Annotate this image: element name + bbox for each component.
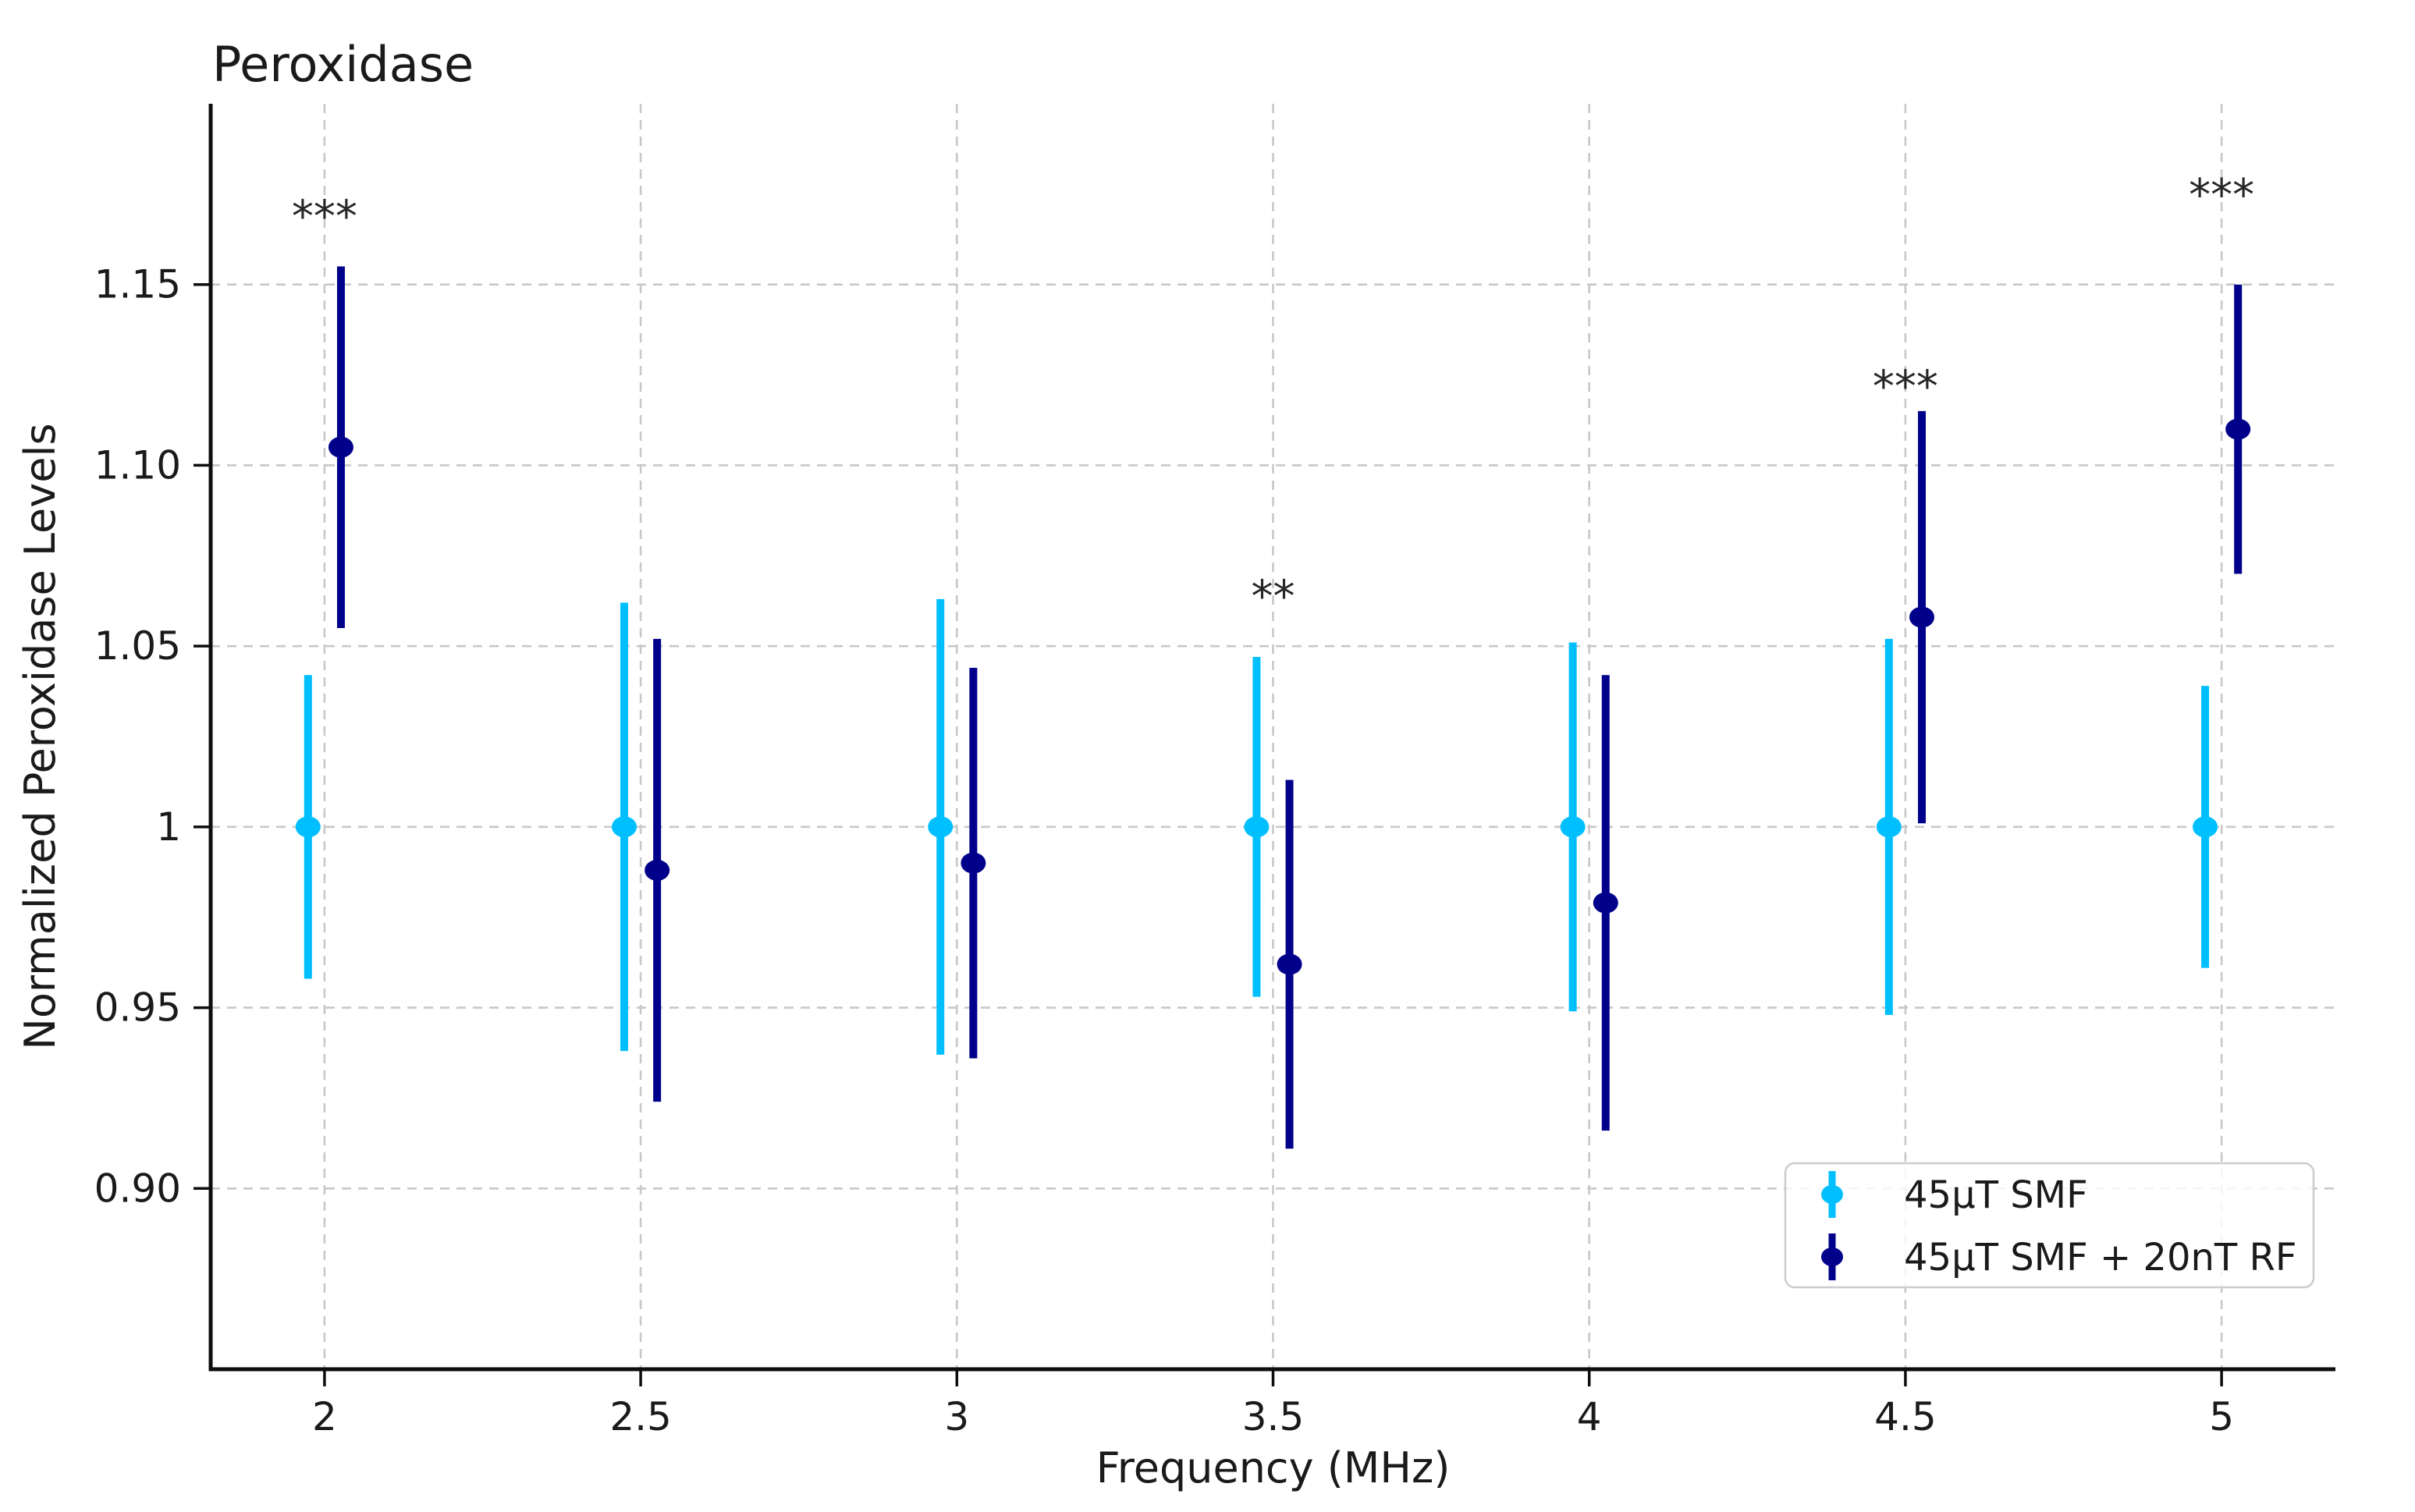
tick-marks (194, 282, 2223, 1386)
data-point-4 (1593, 892, 1618, 914)
series-smf (295, 598, 2218, 1055)
legend-marker-smf (1821, 1171, 1843, 1218)
xtick-label-2.5: 2.5 (609, 1394, 672, 1439)
ytick-label-0.90: 0.90 (94, 1166, 181, 1211)
data-point-4.5 (1909, 606, 1934, 628)
xtick-label-5: 5 (2209, 1394, 2234, 1439)
significance-marker-4.5mhz: *** (1873, 361, 1938, 412)
data-point-5 (2225, 418, 2251, 440)
data-point-2.5 (645, 859, 670, 881)
data-point-3 (961, 852, 986, 874)
legend-label-smf-rf: 45µT SMF + 20nT RF (1904, 1236, 2296, 1280)
legend-box (1784, 1162, 2315, 1289)
xtick-label-2: 2 (312, 1394, 337, 1439)
legend-label-smf: 45µT SMF (1904, 1173, 2088, 1217)
data-point-2.5 (612, 816, 637, 838)
data-point-3 (928, 816, 954, 838)
legend-dot (1821, 1185, 1843, 1204)
y-axis-label: Normalized Peroxidase Levels (16, 423, 65, 1049)
data-point-4 (1560, 816, 1586, 838)
xtick-label-4: 4 (1577, 1394, 1602, 1439)
legend-marker-smf-rf (1821, 1233, 1843, 1280)
legend-dot (1821, 1248, 1843, 1266)
data-point-2 (295, 816, 321, 838)
xtick-label-3: 3 (944, 1394, 969, 1439)
series-smf-rf (328, 266, 2251, 1149)
legend (1784, 1162, 2315, 1289)
data-point-5 (2193, 816, 2218, 838)
data-point-3.5 (1244, 816, 1270, 838)
data-point-3.5 (1277, 953, 1302, 975)
ytick-label-1.10: 1.10 (94, 442, 181, 488)
data-point-4.5 (1876, 816, 1902, 838)
significance-marker-5mhz: *** (2189, 170, 2254, 221)
ytick-label-0.95: 0.95 (94, 985, 181, 1031)
ytick-label-1: 1 (156, 804, 181, 850)
data-point-2 (328, 436, 353, 458)
xtick-label-4.5: 4.5 (1874, 1394, 1937, 1439)
ytick-label-1.15: 1.15 (94, 262, 181, 307)
chart-title: Peroxidase (212, 36, 474, 93)
significance-marker-2mhz: *** (292, 192, 357, 243)
significance-marker-3.5mhz: ** (1252, 571, 1295, 622)
xtick-label-3.5: 3.5 (1242, 1394, 1305, 1439)
ytick-label-1.05: 1.05 (94, 623, 181, 669)
x-axis-label: Frequency (MHz) (1096, 1443, 1451, 1492)
